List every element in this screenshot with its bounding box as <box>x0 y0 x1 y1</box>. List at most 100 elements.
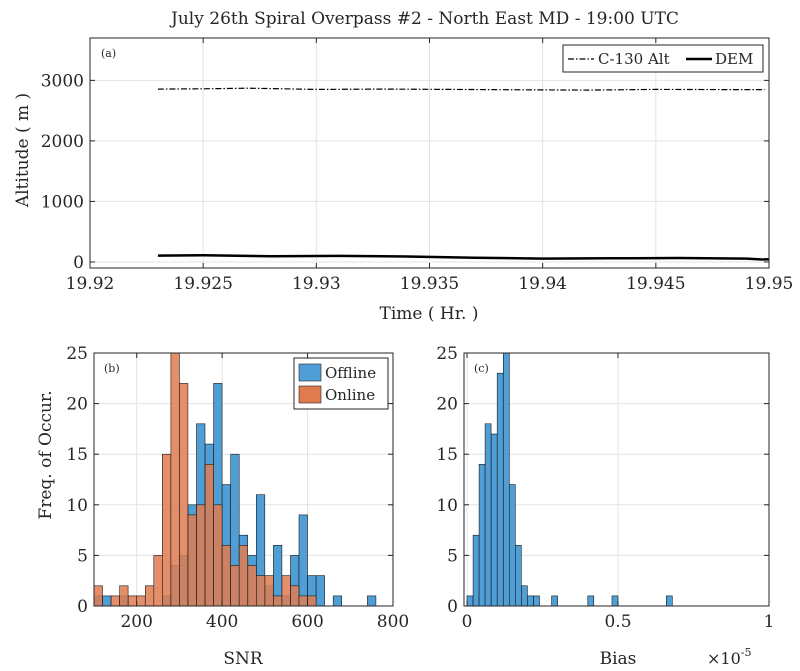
panel-b-ticks: 200 400 600 800 0 5 10 15 20 25 <box>66 344 409 632</box>
panel-a-ytick-label: 0 <box>73 253 84 273</box>
panel-b-ytick-label: 10 <box>66 496 88 516</box>
panel-c-xtick-label: 1 <box>764 612 775 632</box>
panel-c-ytick-label: 5 <box>447 546 458 566</box>
legend-swatch-online <box>298 385 322 404</box>
hist-bar-bias <box>466 595 474 607</box>
hist-bar-bias <box>514 544 522 607</box>
hist-bar-bias <box>472 534 480 607</box>
panel-c-tag: (c) <box>474 362 489 375</box>
hist-bar-online <box>290 585 300 607</box>
hist-bar-online <box>298 595 308 607</box>
hist-bar-online <box>281 575 291 607</box>
panel-a-xtick-label: 19.94 <box>518 274 567 294</box>
hist-bar-online <box>238 544 248 607</box>
panel-a-xlabel: Time ( Hr. ) <box>380 304 479 324</box>
legend-swatch-offline <box>298 363 322 382</box>
hist-bar-online <box>273 595 283 607</box>
panel-c-ytick-label: 15 <box>436 445 458 465</box>
hist-bar-bias <box>521 585 528 607</box>
panel-c-ytick-label: 20 <box>436 395 458 415</box>
panel-c-xtick-label: 0 <box>462 612 473 632</box>
hist-bar-offline <box>315 575 325 607</box>
series-line-dem <box>157 254 770 261</box>
panel-a-xtick-label: 19.925 <box>173 274 232 294</box>
hist-bar-bias <box>502 352 510 607</box>
panel-a-series <box>157 87 770 261</box>
panel-c-ytick-label: 25 <box>436 344 458 364</box>
panel-b-ylabel: Freq. of Occur. <box>36 390 56 519</box>
panel-a-grid <box>90 38 769 268</box>
hist-bar-online <box>307 595 317 607</box>
legend-label-offline: Offline <box>325 364 376 382</box>
hist-bar-bias <box>587 595 595 607</box>
panel-a-ticks: 19.92 19.925 19.93 19.935 19.94 19.945 19.95 0 1… <box>41 38 794 294</box>
hist-bar-bias <box>484 423 492 607</box>
hist-bar-online <box>187 514 197 607</box>
panel-a-tag: (a) <box>101 47 116 60</box>
series-line-c-130-alt <box>157 87 765 91</box>
hist-bar-online <box>221 544 231 607</box>
hist-bar-bias <box>496 372 504 607</box>
hist-bar-online <box>93 585 103 607</box>
panel-b-axes-box <box>93 352 394 607</box>
hist-bar-online <box>127 595 137 607</box>
panel-b-xlabel: SNR <box>223 649 264 669</box>
hist-bar-online <box>170 352 180 607</box>
hist-bar-online <box>179 383 189 607</box>
hist-bar-online <box>264 575 274 607</box>
hist-bar-online <box>230 565 240 607</box>
panel-b-snr-histogram: 200 400 600 800 0 5 10 15 20 25 (b) Offline Onlin… <box>36 344 409 669</box>
panel-b-xtick-label: 800 <box>377 612 409 632</box>
panel-b-ytick-label: 25 <box>66 344 88 364</box>
panel-b-xtick-label: 600 <box>291 612 323 632</box>
panel-c-xlabel: Bias <box>600 649 637 669</box>
panel-a-xtick-label: 19.92 <box>66 274 115 294</box>
hist-bar-offline <box>332 595 343 607</box>
panel-a-ytick-label: 2000 <box>41 132 84 152</box>
panel-a-xtick-label: 19.945 <box>626 274 685 294</box>
hist-bar-online <box>110 595 120 607</box>
hist-bar-bias <box>478 463 486 607</box>
panel-b-xtick-label: 400 <box>206 612 238 632</box>
hist-bar-offline <box>298 514 308 607</box>
panel-c-exponent: ×10-5 <box>707 646 751 668</box>
panel-c-ytick-label: 0 <box>447 597 458 617</box>
panel-a-legend: C-130 Alt DEM <box>562 44 764 73</box>
panel-b-ytick-label: 0 <box>77 597 88 617</box>
panel-a-xtick-label: 19.93 <box>292 274 341 294</box>
panel-a-altitude-time-series: 19.92 19.925 19.93 19.935 19.94 19.945 19.95 0 1… <box>13 37 794 324</box>
hist-bar-offline <box>102 595 112 607</box>
hist-bar-offline <box>367 595 377 607</box>
legend-label-online: Online <box>325 386 375 404</box>
panel-a-ytick-label: 3000 <box>41 71 84 91</box>
hist-bar-online <box>204 463 214 607</box>
panel-c-ytick-label: 10 <box>436 496 458 516</box>
hist-bar-online <box>145 585 155 607</box>
hist-bar-bias <box>508 484 516 607</box>
panel-a-ylabel: Altitude ( m ) <box>13 93 33 208</box>
panel-a-xtick-label: 19.935 <box>400 274 459 294</box>
panel-c-exponent-power: -5 <box>741 646 752 659</box>
panel-b-ytick-label: 15 <box>66 445 88 465</box>
legend-label-c130-alt: C-130 Alt <box>598 50 670 68</box>
hist-bar-online <box>247 565 257 607</box>
hist-bar-online <box>213 504 223 607</box>
legend-label-dem: DEM <box>715 50 753 68</box>
panel-a-xtick-label: 19.95 <box>745 274 794 294</box>
panel-a-legend-box <box>562 44 764 73</box>
hist-bar-online <box>196 504 206 607</box>
hist-bar-bias <box>665 595 673 607</box>
panel-b-ytick-label: 5 <box>77 546 88 566</box>
hist-bar-bias <box>551 595 558 607</box>
hist-bar-online <box>162 453 172 607</box>
hist-bar-bias <box>611 595 619 607</box>
panel-a-ytick-label: 1000 <box>41 192 84 212</box>
hist-bar-online <box>119 585 129 607</box>
panel-b-legend: Offline Online <box>293 357 389 410</box>
hist-bar-bias <box>490 433 498 607</box>
panel-c-xtick-label: 0.5 <box>604 612 631 632</box>
panel-b-tag: (b) <box>104 362 120 375</box>
